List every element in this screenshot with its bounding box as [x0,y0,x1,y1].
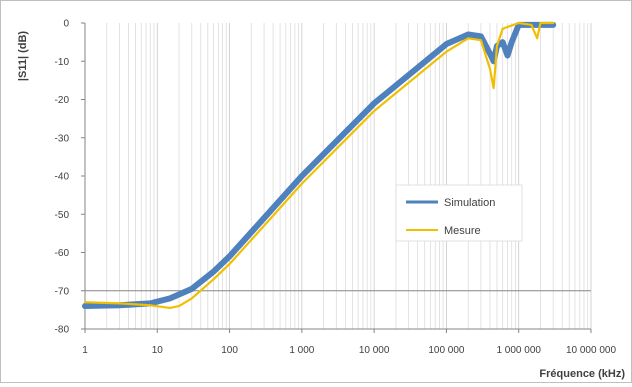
y-tick-label: -40 [55,172,70,183]
x-tick-label: 10 000 000 [566,345,616,356]
y-tick-label: -60 [55,248,70,259]
y-axis-title: |S11| (dB) [17,31,29,82]
legend-label-simulation: Simulation [444,197,495,209]
y-tick-label: 0 [63,19,69,30]
legend-box [395,184,523,242]
x-tick-label: 1 [82,345,88,356]
x-tick-label: 1 000 000 [496,345,541,356]
y-tick-label: -70 [55,286,70,297]
y-tick-label: -10 [55,57,70,68]
x-tick-label: 1 000 [289,345,314,356]
y-tick-label: -50 [55,210,70,221]
x-tick-label: 10 000 [359,345,390,356]
x-tick-label: 100 000 [428,345,465,356]
y-tick-label: -80 [55,325,70,336]
x-axis-title: Fréquence (kHz) [539,368,625,380]
y-tick-label: -30 [55,133,70,144]
legend: Simulation Mesure [395,184,523,242]
legend-label-mesure: Mesure [444,225,481,237]
series-layer [82,21,557,310]
x-tick-label: 10 [152,345,164,356]
grid-layer [84,23,592,329]
series-line-mesure [83,21,555,310]
x-tick-label: 100 [221,345,238,356]
axis-layer: 0 -10 -20 -30 -40 -50 -60 -70 -80 1 10 100 1 000 10 0… [55,19,617,357]
series-line-simulation [82,21,557,310]
y-tick-label: -20 [55,95,70,106]
